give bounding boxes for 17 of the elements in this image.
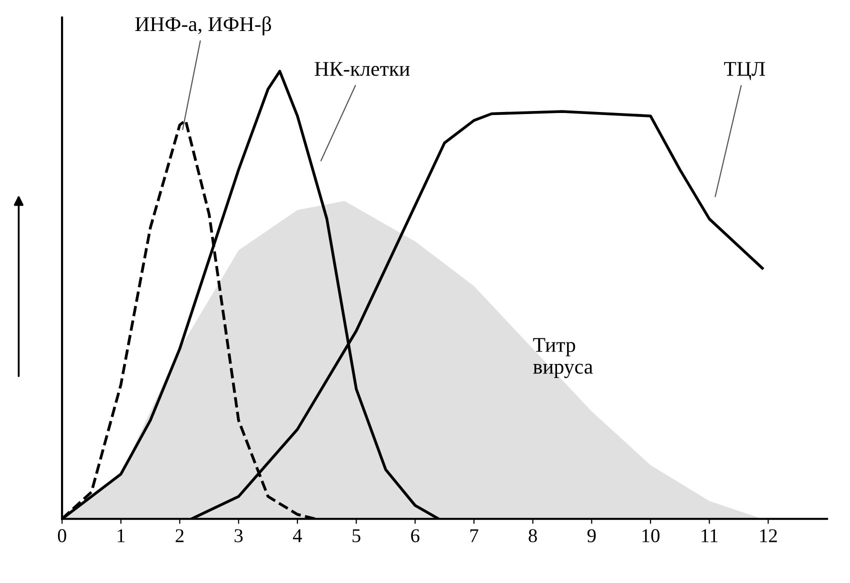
x-tick-label: 3 bbox=[234, 529, 243, 542]
x-tick-label: 5 bbox=[352, 529, 360, 542]
x-tick-label: 7 bbox=[470, 529, 478, 542]
x-tick-label: 2 bbox=[176, 529, 184, 542]
x-tick-label: 8 bbox=[528, 529, 537, 542]
series-label: Титр вируса bbox=[533, 338, 593, 378]
x-tick-label: 6 bbox=[411, 529, 420, 542]
text: ИНФ-а, ИФН-β bbox=[135, 16, 272, 36]
text: ТЦЛ bbox=[724, 62, 766, 80]
series-label: НК-клетки bbox=[314, 62, 410, 76]
x-tick-label: 10 bbox=[642, 529, 660, 542]
x-tick-label: 11 bbox=[702, 529, 718, 542]
x-tick-label: 1 bbox=[118, 529, 125, 542]
x-tick-label: 0 bbox=[58, 529, 66, 542]
x-tick-label: 4 bbox=[292, 529, 302, 542]
x-tick-label: 9 bbox=[587, 529, 596, 542]
x-tick-label: 12 bbox=[760, 529, 777, 542]
